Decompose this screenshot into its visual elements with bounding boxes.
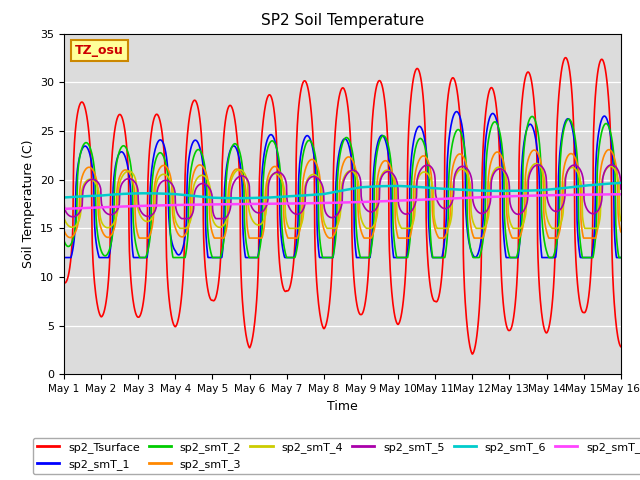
sp2_smT_2 — [60, 238, 68, 243]
sp2_Tsurface — [184, 128, 191, 133]
sp2_smT_3 — [502, 175, 509, 181]
sp2_smT_4 — [184, 223, 192, 228]
sp2_smT_4 — [617, 218, 625, 224]
Title: SP2 Soil Temperature: SP2 Soil Temperature — [260, 13, 424, 28]
Y-axis label: Soil Temperature (C): Soil Temperature (C) — [22, 140, 35, 268]
sp2_smT_1 — [429, 255, 436, 261]
sp2_Tsurface — [60, 280, 68, 286]
Line: sp2_smT_7: sp2_smT_7 — [64, 194, 621, 209]
sp2_smT_3 — [605, 147, 612, 153]
sp2_smT_4 — [170, 212, 178, 217]
sp2_smT_7 — [551, 192, 559, 198]
sp2_smT_6 — [429, 185, 437, 191]
sp2_smT_1 — [60, 255, 68, 261]
sp2_smT_4 — [502, 174, 509, 180]
sp2_smT_1 — [453, 109, 461, 115]
sp2_smT_3 — [60, 228, 68, 233]
sp2_smT_6 — [184, 192, 191, 198]
sp2_smT_1 — [551, 255, 559, 261]
sp2_smT_4 — [532, 161, 540, 167]
sp2_Tsurface — [551, 253, 559, 259]
sp2_smT_7 — [246, 201, 254, 207]
sp2_smT_7 — [184, 202, 191, 208]
sp2_smT_7 — [429, 196, 436, 202]
sp2_Tsurface — [617, 344, 625, 349]
Line: sp2_smT_2: sp2_smT_2 — [64, 117, 621, 258]
Line: sp2_smT_6: sp2_smT_6 — [64, 183, 621, 198]
sp2_smT_2 — [429, 255, 437, 261]
sp2_smT_2 — [502, 233, 509, 239]
sp2_Tsurface — [429, 296, 436, 301]
sp2_smT_1 — [617, 255, 625, 261]
sp2_smT_4 — [552, 226, 559, 231]
sp2_smT_5 — [184, 216, 192, 221]
Text: TZ_osu: TZ_osu — [75, 44, 124, 57]
X-axis label: Time: Time — [327, 400, 358, 413]
sp2_smT_7 — [617, 192, 625, 197]
Line: sp2_Tsurface: sp2_Tsurface — [64, 58, 621, 354]
sp2_smT_1 — [170, 246, 178, 252]
sp2_Tsurface — [502, 320, 509, 326]
sp2_smT_2 — [552, 247, 559, 252]
sp2_smT_2 — [184, 226, 192, 232]
sp2_smT_3 — [617, 229, 625, 235]
Line: sp2_smT_3: sp2_smT_3 — [64, 150, 621, 238]
sp2_smT_6 — [246, 195, 254, 201]
sp2_smT_1 — [184, 166, 191, 172]
sp2_Tsurface — [170, 323, 178, 329]
sp2_Tsurface — [468, 351, 476, 357]
sp2_smT_5 — [170, 186, 178, 192]
sp2_smT_2 — [246, 255, 254, 261]
sp2_smT_3 — [246, 235, 254, 241]
sp2_smT_6 — [502, 188, 509, 194]
Line: sp2_smT_4: sp2_smT_4 — [64, 164, 621, 228]
Line: sp2_smT_5: sp2_smT_5 — [64, 165, 621, 218]
sp2_smT_5 — [502, 170, 509, 176]
sp2_smT_6 — [60, 194, 68, 200]
sp2_smT_5 — [178, 216, 186, 221]
sp2_smT_3 — [136, 235, 143, 241]
sp2_smT_7 — [60, 206, 68, 212]
sp2_smT_1 — [246, 255, 254, 261]
sp2_smT_5 — [607, 162, 615, 168]
sp2_smT_5 — [551, 208, 559, 214]
sp2_smT_6 — [234, 195, 241, 201]
sp2_smT_1 — [502, 253, 509, 259]
sp2_smT_3 — [171, 223, 179, 228]
sp2_smT_5 — [617, 186, 625, 192]
sp2_smT_2 — [171, 255, 179, 261]
sp2_Tsurface — [246, 344, 254, 350]
sp2_smT_4 — [246, 213, 254, 219]
sp2_smT_7 — [170, 202, 178, 208]
Legend: sp2_Tsurface, sp2_smT_1, sp2_smT_2, sp2_smT_3, sp2_smT_4, sp2_smT_5, sp2_smT_6, : sp2_Tsurface, sp2_smT_1, sp2_smT_2, sp2_… — [33, 438, 640, 474]
sp2_smT_2 — [617, 255, 625, 261]
sp2_smT_4 — [176, 226, 184, 231]
sp2_smT_3 — [429, 216, 437, 222]
sp2_smT_2 — [529, 114, 536, 120]
Line: sp2_smT_1: sp2_smT_1 — [64, 112, 621, 258]
sp2_smT_3 — [551, 235, 559, 241]
sp2_smT_4 — [429, 187, 437, 192]
sp2_smT_5 — [60, 197, 68, 203]
sp2_smT_7 — [502, 193, 509, 199]
sp2_smT_5 — [246, 201, 254, 207]
sp2_smT_3 — [184, 225, 192, 231]
sp2_Tsurface — [562, 55, 570, 60]
sp2_smT_6 — [617, 180, 625, 186]
sp2_smT_4 — [60, 215, 68, 221]
sp2_smT_5 — [429, 167, 437, 173]
sp2_smT_6 — [551, 186, 559, 192]
sp2_smT_6 — [170, 191, 178, 197]
sp2_smT_2 — [136, 255, 143, 261]
